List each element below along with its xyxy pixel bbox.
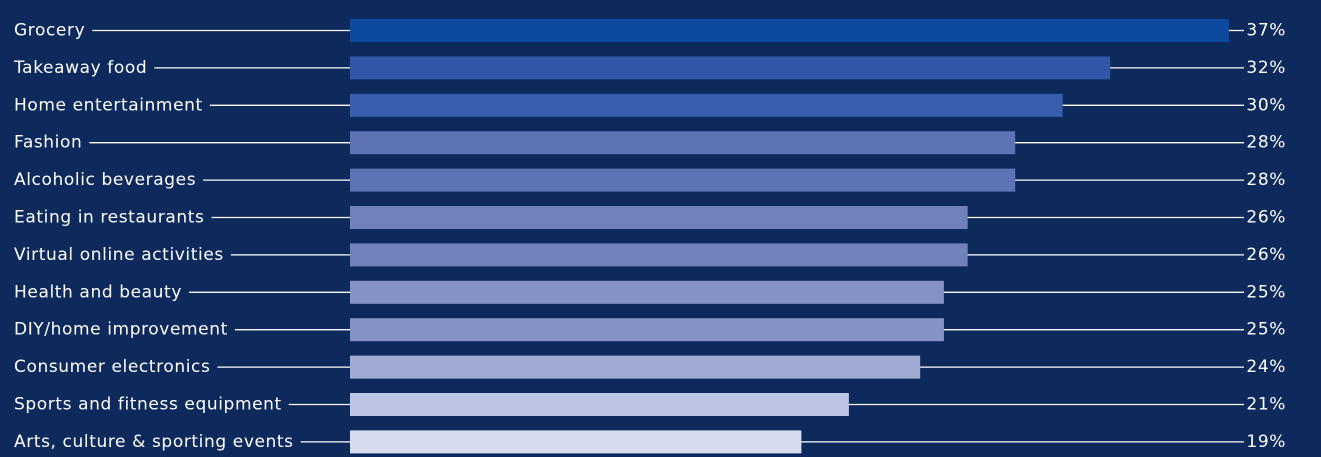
category-label: Eating in restaurants [14,208,205,228]
bars [350,19,1229,454]
category-label: Sports and fitness equipment [14,395,282,415]
value-label: 32% [1246,58,1286,78]
value-label: 28% [1246,170,1286,190]
bar [350,19,1229,42]
value-label: 28% [1246,133,1286,153]
category-label: DIY/home improvement [14,320,228,340]
bar [350,393,849,416]
bar [350,355,921,379]
value-label: 24% [1246,357,1286,377]
value-labels: 37% 32% 30% 28% 28% 26% 26% 25% 25% 24% 21% 19% [1246,21,1286,452]
value-label: 30% [1246,95,1286,115]
category-label: Consumer electronics [14,357,210,377]
value-label: 26% [1246,245,1286,265]
category-label: Takeaway food [13,58,147,78]
value-label: 25% [1246,282,1286,302]
category-label: Virtual online activities [14,245,224,265]
bar [350,206,968,229]
bar [350,243,968,267]
category-label: Fashion [14,133,82,153]
category-label: Grocery [14,21,85,41]
category-label: Arts, culture & sporting events [14,432,294,452]
value-label: 26% [1246,208,1286,228]
bar [350,168,1016,192]
value-label: 19% [1246,432,1286,452]
category-label: Health and beauty [14,282,182,302]
value-label: 25% [1246,320,1286,340]
bar [350,56,1111,80]
bar [350,280,944,304]
category-labels: Grocery Takeaway food Home entertainment Fa… [13,21,294,452]
bar [350,430,802,454]
value-label: 37% [1246,21,1286,41]
category-label: Home entertainment [14,95,203,115]
bar [350,93,1063,117]
bar [350,131,1016,155]
bar [350,318,944,342]
category-label: Alcoholic beverages [14,170,196,190]
value-label: 21% [1246,395,1286,415]
